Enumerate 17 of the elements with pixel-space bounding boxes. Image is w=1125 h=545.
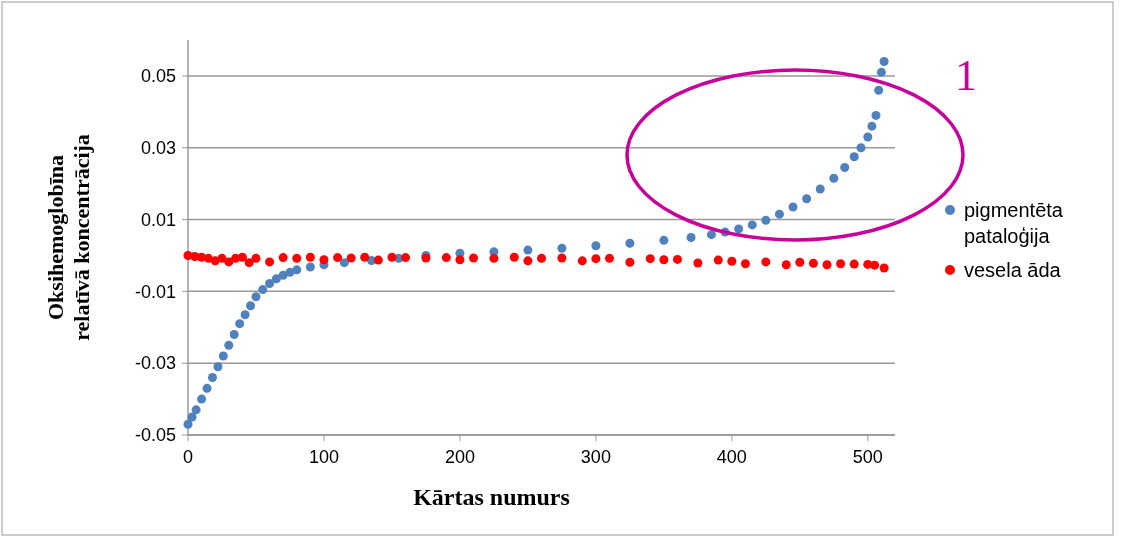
y-tick-label: 0.01 <box>140 209 176 230</box>
x-tick-label: 100 <box>308 447 339 467</box>
y-tick-label: -0.05 <box>134 425 176 446</box>
y-tick-label: -0.01 <box>134 281 176 302</box>
text: 1 <box>955 51 977 100</box>
legend-label: vesela āda <box>964 259 1062 281</box>
x-axis-title: Kārtas numurs <box>413 484 570 510</box>
x-tick-label: 200 <box>444 447 475 467</box>
x-tick-label: 500 <box>852 447 883 467</box>
legend-label: pigmentēta pataloģija <box>964 199 1064 247</box>
y-tick-label: 0.03 <box>140 138 176 159</box>
x-tick-label: 300 <box>580 447 611 467</box>
y-tick-label: 0.05 <box>140 66 176 87</box>
x-tick-label: 0 <box>182 447 194 467</box>
y-tick-label: -0.03 <box>134 353 176 374</box>
y-axis-title: Oksihemoglobīna relatīvā koncentrācija <box>43 134 94 341</box>
x-tick-label: 400 <box>716 447 747 467</box>
